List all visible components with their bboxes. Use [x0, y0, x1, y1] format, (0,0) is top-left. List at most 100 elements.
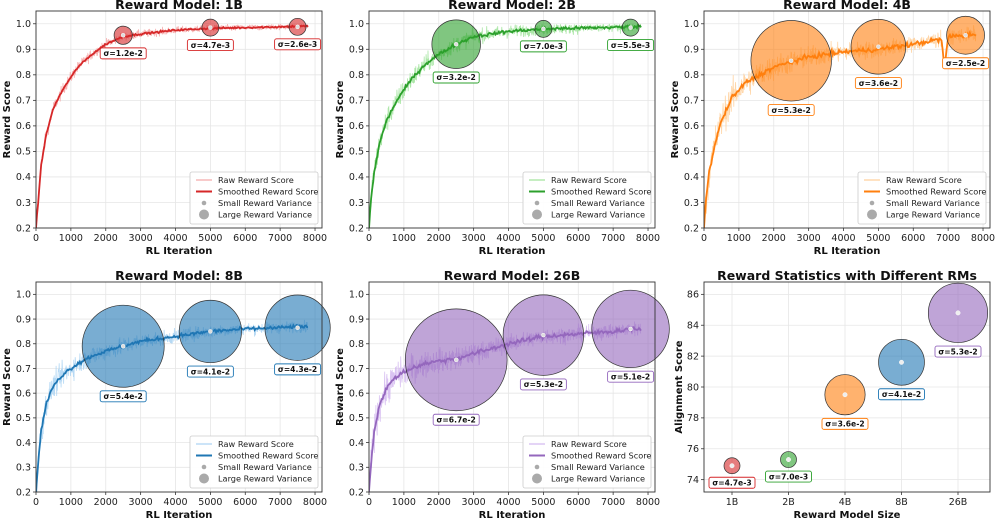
x-tick-label: 0	[701, 233, 707, 244]
sigma-label-box	[432, 413, 480, 426]
x-tick-label: 4000	[831, 233, 855, 244]
panel-title: Reward Model: 26B	[444, 268, 581, 283]
sigma-label: σ=1.2e-2	[104, 49, 143, 58]
legend-label: Smoothed Reward Score	[218, 187, 318, 197]
y-tick-label: 1.0	[349, 290, 364, 301]
y-tick-label: 0.8	[16, 70, 31, 81]
legend: Raw Reward Score Smoothed Reward ScoreSma…	[189, 435, 318, 489]
legend-small-variance-swatch	[869, 200, 875, 206]
x-tick-label: 6000	[566, 233, 590, 244]
sigma-label-box	[99, 390, 147, 403]
y-tick-label: 0.7	[16, 96, 31, 107]
legend-label: Raw Reward Score	[551, 439, 627, 449]
sigma-label: σ=2.5e-2	[946, 59, 985, 68]
variance-center-dot	[295, 24, 300, 30]
legend-label: Small Reward Variance	[218, 462, 312, 472]
variance-center-dot	[541, 332, 546, 338]
variance-center-dot	[208, 329, 213, 334]
y-axis-label: Reward Score	[2, 80, 13, 158]
y-tick-label: 0.8	[16, 339, 31, 350]
y-tick-label: 0.9	[16, 314, 31, 325]
x-tick-label: 3000	[797, 233, 821, 244]
variance-center-dot	[120, 343, 126, 349]
y-tick-label: 0.9	[349, 314, 364, 325]
x-tick-label: 8000	[971, 233, 995, 244]
y-tick-label: 80	[687, 382, 699, 393]
legend-large-variance-swatch	[199, 473, 209, 484]
x-tick-label: 5000	[531, 497, 555, 508]
y-tick-label: 1.0	[16, 19, 31, 30]
x-tick-label: 7000	[936, 233, 960, 244]
sigma-label-box	[99, 47, 147, 60]
legend-label: Large Reward Variance	[218, 210, 312, 220]
variance-center-dot	[453, 357, 459, 363]
x-tick-label: 2B	[782, 497, 795, 508]
plot-area	[36, 23, 309, 228]
sigma-label-box	[274, 38, 322, 51]
variance-center-dot	[788, 58, 794, 64]
x-tick-label: 1000	[59, 497, 83, 508]
legend-label: Small Reward Variance	[551, 462, 645, 472]
y-tick-label: 0.6	[684, 121, 699, 132]
x-tick-label: 2000	[94, 233, 118, 244]
x-axis-label: RL Iteration	[146, 510, 213, 521]
y-tick-label: 0.4	[684, 172, 699, 183]
axes-frame	[368, 281, 656, 493]
x-tick-label: 2000	[427, 233, 451, 244]
y-tick-label: 0.2	[16, 487, 31, 498]
x-tick-label: 5000	[531, 233, 555, 244]
sigma-label: σ=3.2e-2	[437, 73, 476, 82]
x-tick-label: 6000	[233, 497, 257, 508]
panel-4: σ=5.4e-2 σ=4.1e-2 σ=4.3e-2 0 1000 2000 3000 400…	[2, 268, 331, 521]
y-tick-label: 0.4	[16, 438, 31, 449]
legend-label: Small Reward Variance	[218, 198, 312, 208]
y-tick-label: 0.9	[349, 45, 364, 56]
y-tick-label: 0.2	[16, 223, 31, 234]
axes-frame	[368, 10, 656, 229]
y-tick-label: 0.8	[349, 339, 364, 350]
y-tick-label: 0.8	[684, 70, 699, 81]
sigma-label-box	[942, 57, 990, 70]
y-tick-label: 1.0	[684, 19, 699, 30]
legend-label: Smoothed Reward Score	[218, 451, 318, 461]
raw-reward-line	[36, 319, 309, 492]
sigma-label: σ=5.3e-2	[524, 380, 563, 389]
legend-label: Large Reward Variance	[886, 210, 980, 220]
x-tick-label: 6000	[901, 233, 925, 244]
y-tick-label: 0.2	[349, 223, 364, 234]
x-tick-label: 7000	[601, 497, 625, 508]
x-tick-label: 4000	[163, 233, 187, 244]
variance-center-dot	[295, 325, 300, 330]
sigma-label-box	[607, 39, 655, 52]
y-axis-label: Reward Score	[335, 80, 346, 158]
x-tick-label: 1000	[392, 233, 416, 244]
legend-label: Large Reward Variance	[551, 474, 645, 484]
x-tick-label: 4000	[496, 233, 520, 244]
smoothed-reward-line	[36, 24, 309, 228]
x-tick-label: 5000	[866, 233, 890, 244]
x-tick-label: 4B	[839, 497, 852, 508]
sigma-label: σ=2.6e-3	[278, 40, 317, 49]
y-axis-label: Reward Score	[2, 348, 13, 426]
plot-area	[36, 319, 309, 492]
x-axis-label: RL Iteration	[479, 510, 546, 521]
sigma-label: σ=7.0e-3	[524, 42, 563, 51]
x-axis-label: RL Iteration	[146, 246, 213, 257]
sigma-label-box	[821, 417, 869, 430]
variance-center-dot	[628, 326, 633, 332]
y-tick-label: 1.0	[16, 290, 31, 301]
x-tick-label: 2000	[427, 497, 451, 508]
legend-box	[189, 171, 319, 225]
y-axis-label: Reward Score	[335, 348, 346, 426]
x-tick-label: 8B	[895, 497, 908, 508]
variance-center-dot	[876, 44, 881, 49]
legend-box	[522, 435, 652, 489]
sigma-label-box	[708, 476, 756, 489]
x-tick-label: 26B	[949, 497, 968, 508]
y-tick-label: 0.5	[16, 413, 31, 424]
smoothed-reward-line	[704, 29, 977, 228]
legend-small-variance-swatch	[534, 464, 540, 470]
x-axis-label: RL Iteration	[479, 246, 546, 257]
legend-label: Small Reward Variance	[551, 198, 645, 208]
x-tick-label: 3000	[462, 497, 486, 508]
